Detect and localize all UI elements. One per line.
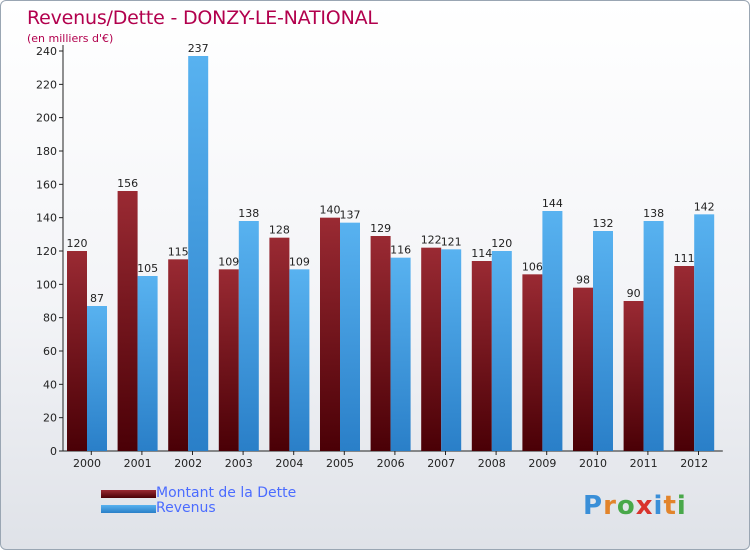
data-label-revenue: 116 bbox=[390, 244, 411, 257]
bar-debt bbox=[117, 191, 138, 451]
data-label-revenue: 105 bbox=[137, 262, 158, 275]
y-tick-label: 200 bbox=[36, 112, 57, 125]
logo-letter: i bbox=[653, 491, 664, 521]
logo-letter: x bbox=[635, 491, 654, 521]
bar-revenue bbox=[87, 306, 107, 451]
x-tick-label: 2011 bbox=[630, 457, 658, 470]
y-tick-label: 80 bbox=[43, 312, 57, 325]
logo-letter: i bbox=[676, 491, 687, 521]
x-tick-label: 2012 bbox=[680, 457, 708, 470]
bar-debt bbox=[67, 251, 87, 451]
data-label-revenue: 142 bbox=[694, 200, 715, 213]
y-tick-label: 40 bbox=[43, 378, 57, 391]
logo-letter: o bbox=[616, 491, 636, 521]
bar-revenue bbox=[593, 231, 613, 451]
logo-letter: t bbox=[663, 491, 677, 521]
data-label-debt: 114 bbox=[471, 247, 492, 260]
y-tick-label: 140 bbox=[36, 212, 57, 225]
data-label-debt: 129 bbox=[370, 222, 391, 235]
y-tick-label: 220 bbox=[36, 78, 57, 91]
y-tick-label: 60 bbox=[43, 345, 57, 358]
bar-revenue bbox=[188, 56, 209, 451]
bar-debt bbox=[421, 247, 442, 451]
data-label-revenue: 138 bbox=[238, 207, 259, 220]
bar-revenue bbox=[238, 221, 259, 451]
data-label-debt: 156 bbox=[117, 177, 138, 190]
bar-debt bbox=[471, 261, 492, 451]
x-tick-label: 2008 bbox=[478, 457, 506, 470]
data-label-revenue: 138 bbox=[643, 207, 664, 220]
logo-letter: P bbox=[583, 491, 604, 521]
bar-debt bbox=[218, 269, 239, 451]
data-label-revenue: 137 bbox=[340, 209, 361, 222]
data-label-debt: 128 bbox=[269, 224, 290, 237]
chart-title: Revenus/Dette - DONZY-LE-NATIONAL bbox=[27, 7, 378, 29]
logo-letter: r bbox=[603, 491, 617, 521]
bar-debt bbox=[168, 259, 189, 451]
data-label-debt: 140 bbox=[320, 204, 341, 217]
data-label-revenue: 132 bbox=[593, 217, 614, 230]
data-label-revenue: 121 bbox=[441, 235, 462, 248]
y-tick-label: 160 bbox=[36, 178, 57, 191]
data-label-revenue: 87 bbox=[90, 292, 104, 305]
legend-swatch-debt bbox=[101, 490, 156, 498]
bar-debt bbox=[522, 274, 543, 451]
y-tick-label: 240 bbox=[36, 45, 57, 58]
y-tick-label: 0 bbox=[50, 445, 57, 458]
y-tick-label: 100 bbox=[36, 278, 57, 291]
bar-revenue bbox=[390, 257, 411, 451]
data-label-debt: 120 bbox=[67, 237, 88, 250]
bar-revenue bbox=[137, 276, 158, 451]
bar-debt bbox=[320, 217, 340, 451]
bar-debt bbox=[573, 287, 593, 451]
legend-label-debt: Montant de la Dette bbox=[156, 485, 297, 501]
bar-debt bbox=[674, 266, 695, 451]
x-tick-label: 2003 bbox=[225, 457, 253, 470]
x-tick-label: 2004 bbox=[275, 457, 303, 470]
bar-revenue bbox=[643, 221, 664, 451]
data-label-debt: 111 bbox=[674, 252, 695, 265]
data-label-revenue: 109 bbox=[289, 255, 310, 268]
data-label-revenue: 237 bbox=[188, 42, 209, 55]
bar-debt bbox=[370, 236, 391, 451]
data-label-debt: 106 bbox=[522, 260, 543, 273]
proxiti-logo: Proxiti bbox=[583, 491, 687, 521]
chart-subtitle: (en milliers d'€) bbox=[27, 32, 114, 45]
legend-label-revenue: Revenus bbox=[156, 500, 216, 516]
data-label-revenue: 144 bbox=[542, 197, 563, 210]
x-tick-label: 2000 bbox=[73, 457, 101, 470]
data-label-debt: 109 bbox=[218, 255, 239, 268]
bar-revenue bbox=[441, 249, 462, 451]
x-tick-label: 2009 bbox=[528, 457, 556, 470]
bar-revenue bbox=[694, 214, 715, 451]
x-tick-label: 2007 bbox=[427, 457, 455, 470]
x-tick-label: 2002 bbox=[174, 457, 202, 470]
data-label-debt: 90 bbox=[627, 287, 641, 300]
x-tick-label: 2006 bbox=[377, 457, 405, 470]
data-label-debt: 122 bbox=[421, 234, 442, 247]
x-tick-label: 2001 bbox=[124, 457, 152, 470]
bar-revenue bbox=[340, 222, 360, 451]
data-label-debt: 115 bbox=[168, 245, 189, 258]
x-tick-label: 2005 bbox=[326, 457, 354, 470]
legend-swatch-revenue bbox=[101, 505, 156, 513]
data-label-debt: 98 bbox=[576, 274, 590, 287]
bar-revenue bbox=[289, 269, 310, 451]
bar-debt bbox=[269, 237, 290, 451]
bar-debt bbox=[623, 301, 644, 451]
bar-revenue bbox=[542, 211, 563, 451]
y-tick-label: 20 bbox=[43, 412, 57, 425]
x-tick-label: 2010 bbox=[579, 457, 607, 470]
y-tick-label: 180 bbox=[36, 145, 57, 158]
data-label-revenue: 120 bbox=[491, 237, 512, 250]
y-tick-label: 120 bbox=[36, 245, 57, 258]
bar-revenue bbox=[491, 251, 512, 451]
